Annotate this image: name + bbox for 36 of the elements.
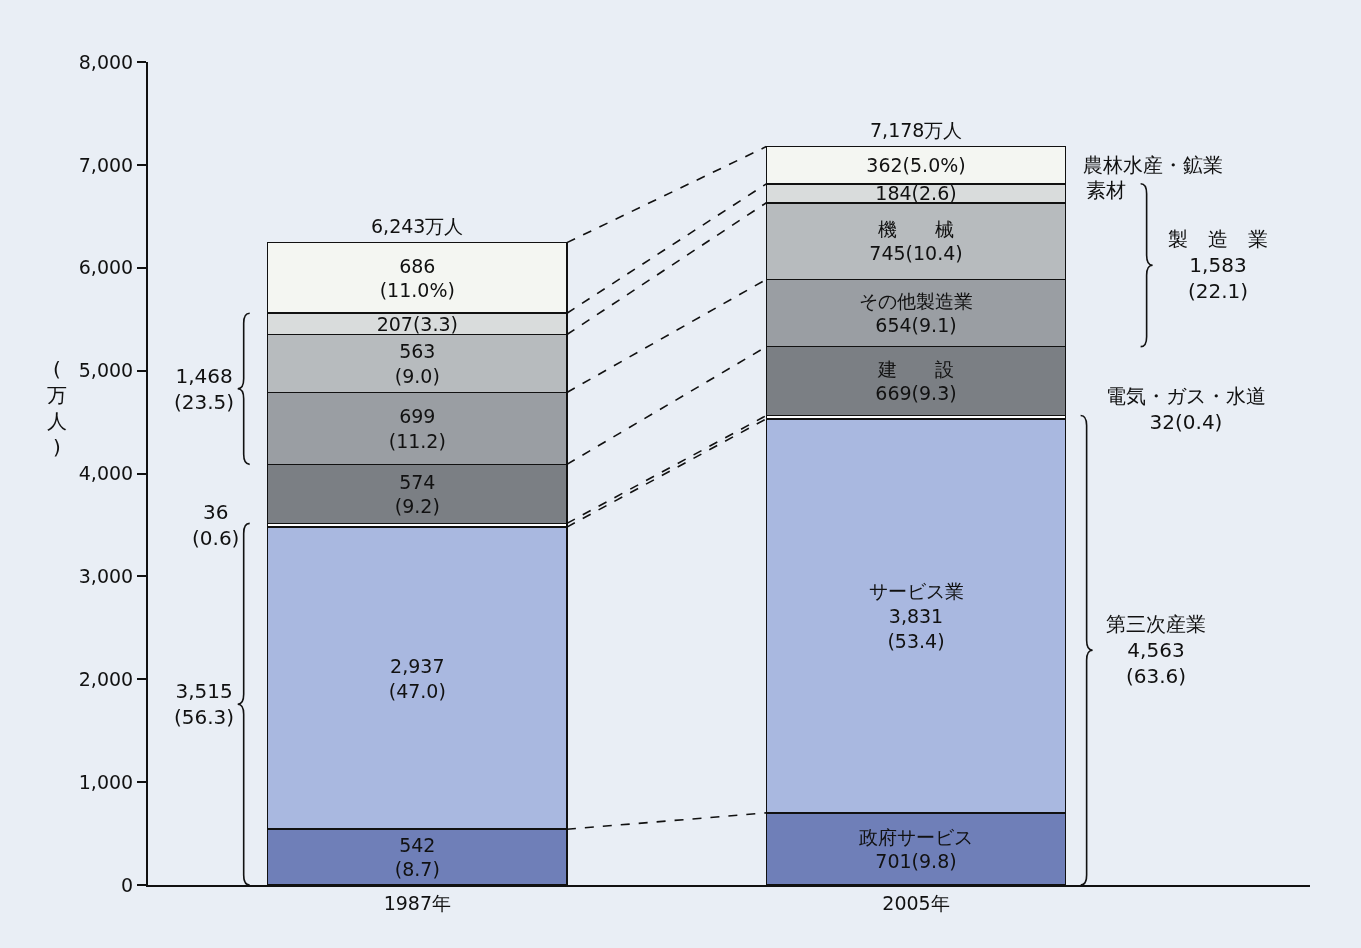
x-tick-label: 1987年 xyxy=(383,891,451,914)
data-label: 563 (9.0) xyxy=(394,340,440,387)
x-tick-label: 2005年 xyxy=(882,891,950,914)
data-label: 699 (11.2) xyxy=(388,405,446,452)
data-label: 184(2.6) xyxy=(875,182,957,205)
annotation: 素材 xyxy=(1086,178,1126,202)
y-tick-label: 8,000 xyxy=(78,50,134,73)
data-label: 362(5.0%) xyxy=(866,154,966,177)
y-tick-label: 0 xyxy=(121,873,134,896)
total-label: 7,178万人 xyxy=(870,119,963,141)
annotation: 第三次産業 4,563 (63.6) xyxy=(1106,612,1206,688)
data-label: サービス業 3,831 (53.4) xyxy=(868,580,964,652)
data-label: 686 (11.0%) xyxy=(379,254,455,302)
y-tick-label: 5,000 xyxy=(78,359,134,382)
data-label: 2,937 (47.0) xyxy=(388,654,446,702)
y-tick-label: 6,000 xyxy=(78,256,134,279)
annotation: 農林水産・鉱業 xyxy=(1083,153,1223,177)
data-label: 機 械 745(10.4) xyxy=(869,217,963,265)
y-tick-label: 7,000 xyxy=(78,153,134,176)
y-axis-title: (万人) xyxy=(47,357,67,459)
data-label: 政府サービス 701(9.8) xyxy=(859,825,974,873)
data-label: 207(3.3) xyxy=(376,312,458,335)
y-tick-label: 4,000 xyxy=(78,462,134,485)
annotation: 電気・ガス・水道 32(0.4) xyxy=(1106,384,1266,434)
y-tick-label: 3,000 xyxy=(78,565,134,588)
y-tick-label: 2,000 xyxy=(78,667,134,690)
total-label: 6,243万人 xyxy=(371,215,464,237)
data-label: 建 設 669(9.3) xyxy=(875,357,957,405)
annotation: 3,515 (56.3) xyxy=(174,679,235,729)
y-tick-label: 1,000 xyxy=(78,770,134,793)
annotation: 製 造 業 1,583 (22.1) xyxy=(1168,227,1268,303)
annotation: 36 (0.6) xyxy=(192,500,240,550)
data-label: 542 (8.7) xyxy=(394,833,440,881)
data-label: 574 (9.2) xyxy=(394,470,440,518)
annotation: 1,468 (23.5) xyxy=(174,364,235,414)
data-label: その他製造業 654(9.1) xyxy=(859,289,974,337)
